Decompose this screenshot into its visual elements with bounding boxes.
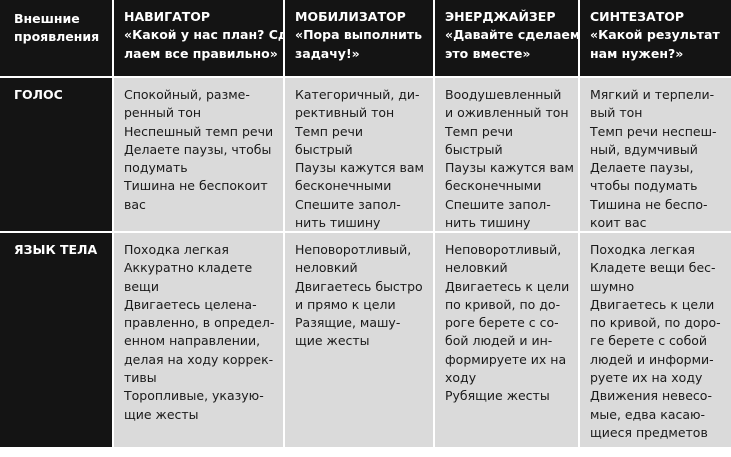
corner-text: проявления	[14, 29, 100, 45]
cell-line: вас	[124, 196, 146, 212]
cell-line: ге берете с собой	[590, 333, 708, 349]
cell-line: неловкий	[445, 260, 508, 276]
cell-line: Аккуратно кладете	[124, 260, 253, 276]
column-header: МОБИЛИЗАТОР «Пора выполнить задачу!»	[285, 0, 433, 76]
cell-line: формируете их на	[445, 351, 567, 367]
table-cell: Походка легкая Аккуратно кладете вещи Двига…	[114, 233, 283, 447]
column-name: МОБИЛИЗАТОР	[295, 9, 406, 24]
table-cell: Неповоротливый, неловкий Двигаетесь к цели…	[435, 233, 578, 447]
corner-text: Внешние	[14, 11, 80, 26]
cell-line: коит вас	[590, 215, 647, 231]
cell-line: Двигаетесь целена-	[124, 296, 257, 312]
cell-line: щие жесты	[295, 333, 370, 349]
cell-line: Паузы кажутся вам	[295, 160, 424, 176]
row-label-text: ЯЗЫК ТЕЛА	[14, 242, 98, 257]
column-quote: это вместе»	[445, 45, 531, 61]
column-quote: задачу!»	[295, 45, 360, 61]
cell-line: Движения невесо-	[590, 388, 712, 404]
cell-line: неловкий	[295, 260, 358, 276]
cell-line: Спешите запол-	[295, 196, 401, 212]
cell-line: Темп речи	[295, 123, 364, 139]
column-quote: «Давайте сделаем	[445, 27, 581, 43]
cell-line: Темп речи	[445, 123, 514, 139]
cell-line: Разящие, машу-	[295, 315, 401, 331]
cell-line: Кладете вещи бес-	[590, 260, 716, 276]
cell-line: ренный тон	[124, 105, 202, 121]
cell-line: Спокойный, разме-	[124, 87, 250, 102]
cell-line: и оживленный тон	[445, 105, 569, 121]
cell-line: людей и информи-	[590, 351, 714, 367]
column-header: НАВИГАТОР «Какой у нас план? Сде-лаем все…	[114, 0, 302, 76]
column-name: НАВИГАТОР	[124, 9, 211, 24]
cell-line: Воодушевленный	[445, 87, 562, 102]
corner-header: Внешние проявления	[0, 0, 112, 76]
cell-line: быстрый	[295, 141, 353, 157]
cell-line: щие жесты	[124, 406, 199, 422]
cell-line: бой людей и ин-	[445, 333, 553, 349]
cell-line: бесконечными	[295, 178, 392, 194]
cell-line: делая на ходу коррек-	[124, 351, 274, 367]
column-header: ЭНЕРДЖАЙЗЕР «Давайте сделаем это вместе»	[435, 0, 581, 76]
cell-line: Спешите запол-	[445, 196, 551, 212]
table-cell: Походка легкая Кладете вещи бес-шумно Двиг…	[580, 233, 731, 447]
cell-line: Торопливые, указую-	[124, 388, 264, 404]
table-cell: Неповоротливый, неловкий Двигаетесь быстро…	[285, 233, 433, 447]
cell-line: вещи	[124, 278, 159, 294]
cell-line: ный, вдумчивый	[590, 141, 698, 157]
cell-line: рективный тон	[295, 105, 395, 121]
cell-line: Походка легкая	[590, 242, 695, 257]
cell-line: Делаете паузы, чтобы	[124, 141, 272, 157]
table-cell: Мягкий и терпели-вый тон Темп речи неспеш…	[580, 78, 731, 231]
cell-line: щиеся предметов	[590, 424, 708, 440]
cell-line: чтобы подумать	[590, 178, 698, 194]
cell-line: Неспешный темп речи	[124, 123, 274, 139]
cell-line: руете их на ходу	[590, 370, 703, 386]
cell-line: Неповоротливый,	[295, 242, 412, 257]
cell-line: енном направлении,	[124, 333, 261, 349]
column-name: ЭНЕРДЖАЙЗЕР	[445, 9, 556, 24]
cell-line: подумать	[124, 160, 188, 176]
column-quote: «Какой у нас план? Сде-	[124, 27, 302, 43]
cell-line: и прямо к цели	[295, 296, 396, 312]
cell-line: тивы	[124, 370, 157, 386]
cell-line: по кривой, по доро-	[590, 315, 721, 331]
cell-line: нить тишину	[445, 215, 531, 231]
cell-line: Двигаетесь к цели	[445, 278, 570, 294]
cell-line: правленно, в определ-	[124, 315, 275, 331]
cell-line: Категоричный, ди-	[295, 87, 420, 102]
cell-line: Походка легкая	[124, 242, 229, 257]
cell-line: ходу	[445, 370, 477, 386]
table-cell: Категоричный, ди-рективный тон Темп речи б…	[285, 78, 433, 231]
cell-line: Тишина не беспо-	[590, 196, 708, 212]
column-name: СИНТЕЗАТОР	[590, 9, 685, 24]
cell-line: Рубящие жесты	[445, 388, 550, 404]
cell-line: по кривой, по до-	[445, 296, 561, 312]
column-quote: нам нужен?»	[590, 45, 684, 61]
row-label: ЯЗЫК ТЕЛА	[0, 233, 112, 447]
cell-line: шумно	[590, 278, 635, 294]
cell-line: вый тон	[590, 105, 643, 121]
cell-line: нить тишину	[295, 215, 381, 231]
cell-line: Неповоротливый,	[445, 242, 562, 257]
table-cell: Воодушевленный и оживленный тон Темп речи б…	[435, 78, 578, 231]
cell-line: Делаете паузы,	[590, 160, 694, 176]
cell-line: бесконечными	[445, 178, 542, 194]
cell-line: Тишина не беспокоит	[124, 178, 268, 194]
table-cell: Спокойный, разме-ренный тон Неспешный тем…	[114, 78, 283, 231]
row-label: ГОЛОС	[0, 78, 112, 231]
cell-line: Мягкий и терпели-	[590, 87, 715, 102]
cell-line: быстрый	[445, 141, 503, 157]
column-quote: «Пора выполнить	[295, 27, 422, 43]
cell-line: мые, едва касаю-	[590, 406, 706, 422]
column-header: СИНТЕЗАТОР «Какой результат нам нужен?»	[580, 0, 731, 76]
cell-line: Двигаетесь к цели	[590, 296, 715, 312]
cell-line: Паузы кажутся вам	[445, 160, 574, 176]
cell-line: Темп речи неспеш-	[590, 123, 717, 139]
column-quote: лаем все правильно»	[124, 45, 278, 61]
cell-line: Двигаетесь быстро	[295, 278, 423, 294]
row-label-text: ГОЛОС	[14, 87, 63, 102]
cell-line: роге берете с со-	[445, 315, 559, 331]
column-quote: «Какой результат	[590, 27, 720, 43]
